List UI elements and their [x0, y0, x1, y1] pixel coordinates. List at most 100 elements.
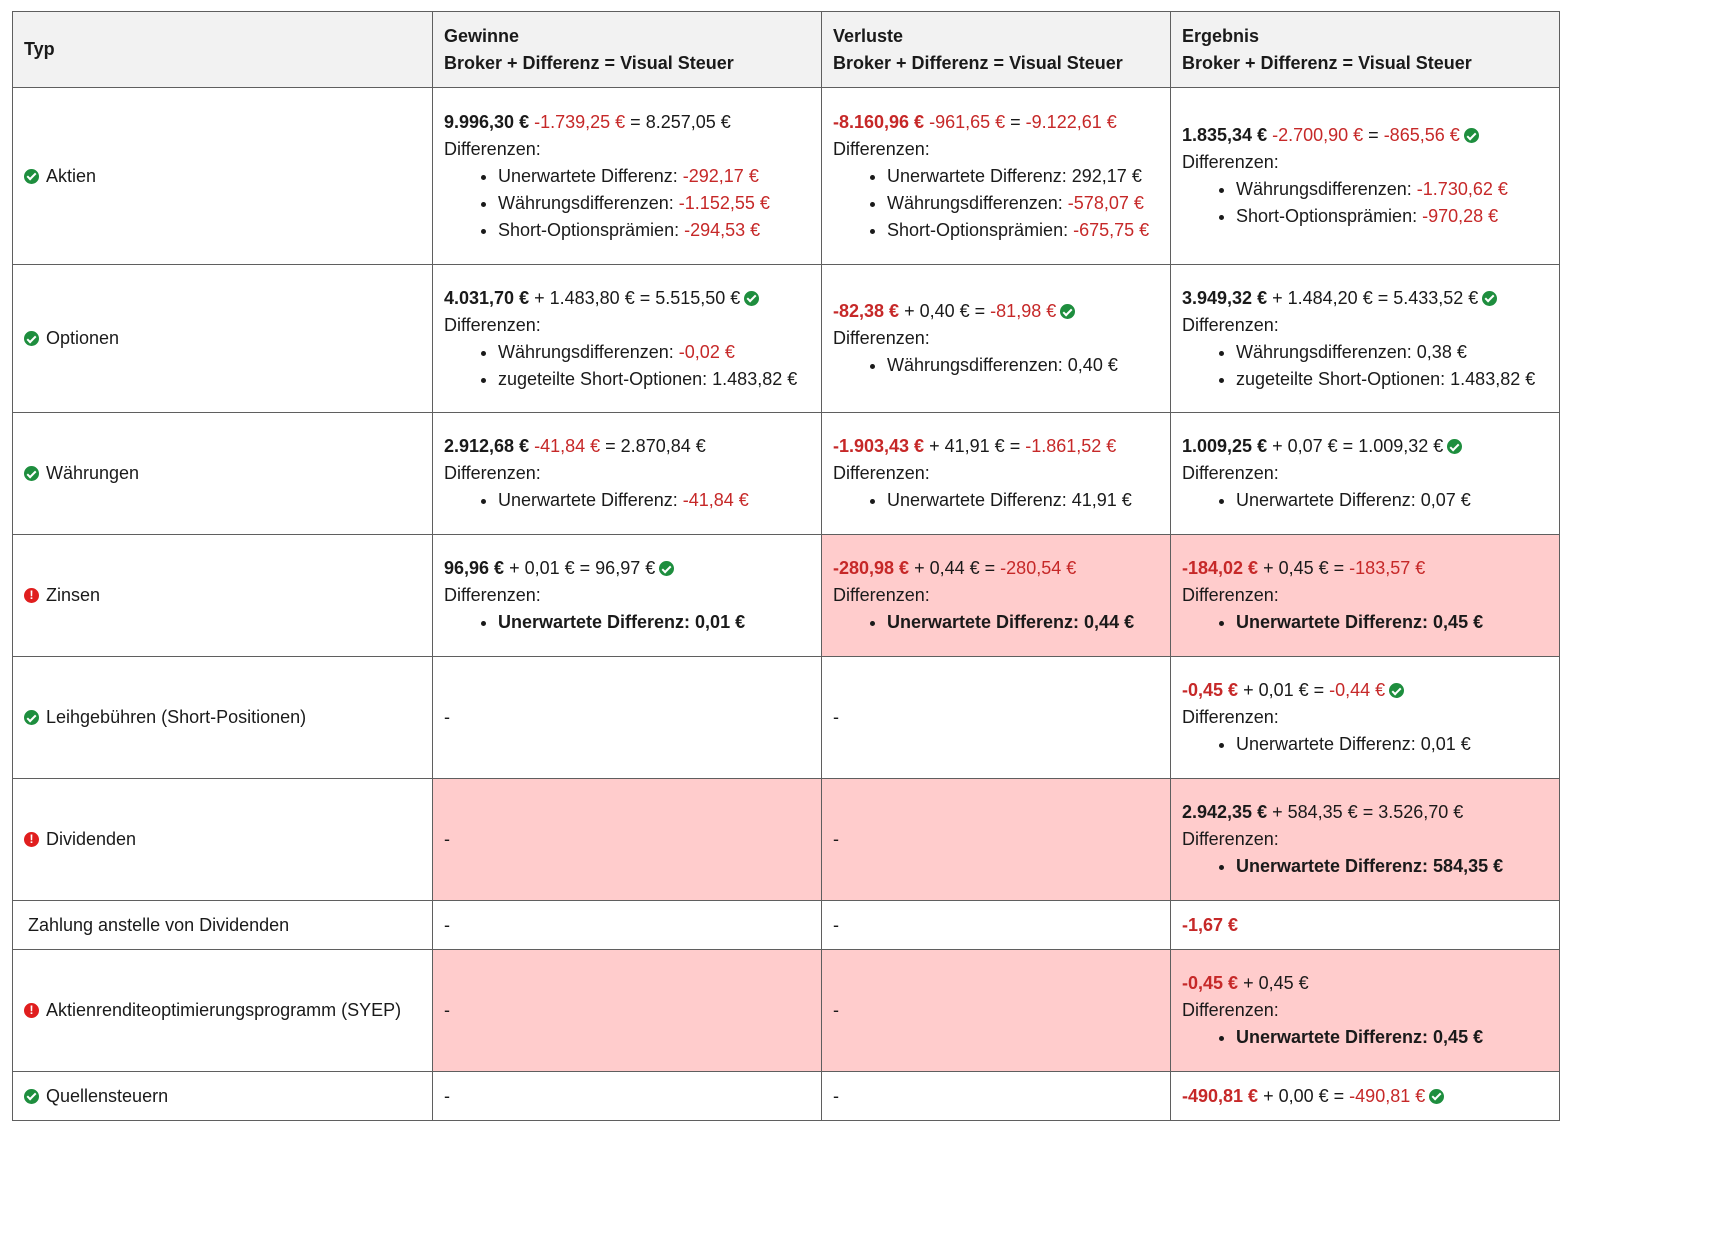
diff-value: 1.484,20 € [1287, 287, 1373, 308]
list-item: Short-Optionsprämien: -970,28 € [1236, 203, 1548, 230]
diff-value: 584,35 € [1287, 802, 1358, 822]
check-circle-icon [24, 710, 39, 725]
gewinne-cell: 96,96 € + 0,01 € = 96,97 € Differenzen: … [432, 534, 822, 657]
result-value: -9.122,61 € [1025, 111, 1117, 132]
row-label-cell: Leihgebühren (Short-Positionen) [12, 656, 433, 779]
check-circle-icon [1389, 683, 1405, 698]
row-label: Aktien [46, 165, 97, 186]
error-icon [24, 997, 39, 1024]
diff-value: 41,91 € [944, 436, 1005, 456]
row-label-cell: Zinsen [12, 534, 433, 657]
diff-value: -1.739,25 € [534, 111, 626, 132]
list-item: Unerwartete Differenz: 0,45 € [1236, 609, 1548, 636]
differenzen-list: Unerwartete Differenz: 0,07 € [1182, 487, 1548, 514]
diff-value: 0,01 € [1258, 680, 1309, 700]
ergebnis-cell: -184,02 € + 0,45 € = -183,57 € Differenz… [1170, 534, 1560, 657]
list-item: Währungsdifferenzen: -0,02 € [498, 339, 810, 366]
differenzen-label: Differenzen: [1182, 707, 1279, 727]
row-label: Dividenden [46, 829, 137, 849]
verluste-cell: - [821, 778, 1171, 901]
check-circle-icon [1429, 1088, 1445, 1104]
differenzen-list: Währungsdifferenzen: 0,40 € [833, 352, 1159, 379]
broker-value: 1.009,25 € [1182, 436, 1268, 456]
ergebnis-cell: 1.009,25 € + 0,07 € = 1.009,32 € Differe… [1170, 412, 1560, 535]
result-value: -490,81 € [1349, 1085, 1426, 1106]
empty-value: - [444, 829, 450, 849]
check-circle-icon [1447, 439, 1463, 454]
table-row: Quellensteuern - - -490,81 € + 0,00 € = … [12, 1071, 1560, 1121]
differenzen-label: Differenzen: [1182, 152, 1279, 172]
tax-comparison-table: Typ Gewinne Broker + Differenz = Visual … [12, 11, 1560, 1121]
broker-value: -82,38 € [833, 301, 900, 321]
differenzen-label: Differenzen: [833, 138, 930, 159]
table-row: Zinsen 96,96 € + 0,01 € = 96,97 € Differ… [12, 534, 1560, 657]
row-label: Zinsen [46, 585, 101, 605]
verluste-cell: - [821, 1071, 1171, 1121]
check-circle-icon [24, 331, 39, 346]
result-value: -865,56 € [1383, 125, 1460, 145]
diff-value: 0,45 € [1258, 973, 1309, 993]
broker-value: -1.903,43 € [833, 436, 925, 456]
gewinne-cell: - [432, 949, 822, 1072]
list-item: Unerwartete Differenz: -41,84 € [498, 487, 810, 514]
broker-value: -0,45 € [1182, 680, 1239, 700]
gewinne-cell: - [432, 656, 822, 779]
table-row: Aktien 9.996,30 € -1.739,25 € = 8.257,05… [12, 87, 1560, 265]
broker-value: 96,96 € [444, 558, 505, 578]
error-icon [24, 826, 39, 853]
list-item: Unerwartete Differenz: 0,01 € [1236, 731, 1548, 758]
header-verluste-title: Verluste [833, 25, 904, 46]
row-label-cell: Aktienrenditeoptimierungsprogramm (SYEP) [12, 949, 433, 1072]
check-circle-icon [24, 1088, 39, 1104]
row-label: Währungen [46, 463, 140, 483]
empty-value: - [833, 1085, 839, 1106]
list-item: Währungsdifferenzen: -578,07 € [887, 190, 1159, 217]
verluste-cell: -8.160,96 € -961,65 € = -9.122,61 € Diff… [821, 87, 1171, 265]
list-item: Währungsdifferenzen: 0,40 € [887, 352, 1159, 379]
result-value: -81,98 € [990, 301, 1057, 321]
ergebnis-cell: -490,81 € + 0,00 € = -490,81 € [1170, 1071, 1560, 1121]
row-label: Quellensteuern [46, 1085, 169, 1106]
row-label: Optionen [46, 328, 120, 348]
differenzen-list: Unerwartete Differenz: 0,45 € [1182, 609, 1548, 636]
result-value: 2.870,84 € [620, 436, 706, 456]
list-item: Short-Optionsprämien: -675,75 € [887, 217, 1159, 244]
header-verluste-formula: Broker + Differenz = Visual Steuer [833, 52, 1123, 73]
differenzen-label: Differenzen: [444, 138, 541, 159]
check-circle-icon [659, 561, 675, 576]
result-value: 5.515,50 € [655, 287, 741, 308]
table-row: Optionen 4.031,70 € + 1.483,80 € = 5.515… [12, 264, 1560, 413]
verluste-cell: - [821, 656, 1171, 779]
verluste-cell: - [821, 949, 1171, 1072]
table-row: Dividenden - - 2.942,35 € + 584,35 € = 3… [12, 778, 1560, 901]
differenzen-list: Währungsdifferenzen: -0,02 € zugeteilte … [444, 339, 810, 393]
gewinne-cell: - [432, 778, 822, 901]
result-value: -1.861,52 € [1025, 436, 1117, 456]
ergebnis-cell: -0,45 € + 0,45 € Differenzen: Unerwartet… [1170, 949, 1560, 1072]
verluste-cell: -82,38 € + 0,40 € = -81,98 € Differenzen… [821, 264, 1171, 413]
verluste-cell: -1.903,43 € + 41,91 € = -1.861,52 € Diff… [821, 412, 1171, 535]
diff-value: -2.700,90 € [1272, 125, 1364, 145]
empty-value: - [444, 1085, 450, 1106]
differenzen-label: Differenzen: [833, 328, 930, 348]
differenzen-label: Differenzen: [1182, 1000, 1279, 1020]
gewinne-cell: - [432, 900, 822, 950]
list-item: Short-Optionsprämien: -294,53 € [498, 217, 810, 244]
result-value: 1.009,32 € [1358, 436, 1444, 456]
header-gewinne-formula: Broker + Differenz = Visual Steuer [444, 52, 734, 73]
diff-value: 0,00 € [1278, 1085, 1329, 1106]
empty-value: - [444, 1000, 450, 1020]
differenzen-label: Differenzen: [444, 463, 541, 483]
differenzen-list: Währungsdifferenzen: -1.730,62 € Short-O… [1182, 176, 1548, 230]
list-item: Währungsdifferenzen: 0,38 € [1236, 339, 1548, 366]
differenzen-list: Unerwartete Differenz: 0,45 € [1182, 1024, 1548, 1051]
list-item: zugeteilte Short-Optionen: 1.483,82 € [1236, 366, 1548, 393]
broker-value: -280,98 € [833, 558, 910, 578]
result-value: -0,44 € [1329, 680, 1386, 700]
diff-value: 1.483,80 € [549, 287, 635, 308]
list-item: Währungsdifferenzen: -1.152,55 € [498, 190, 810, 217]
broker-value: 2.912,68 € [444, 436, 530, 456]
broker-value: 3.949,32 € [1182, 287, 1268, 308]
differenzen-label: Differenzen: [833, 463, 930, 483]
differenzen-list: Unerwartete Differenz: -292,17 € Währung… [444, 163, 810, 244]
